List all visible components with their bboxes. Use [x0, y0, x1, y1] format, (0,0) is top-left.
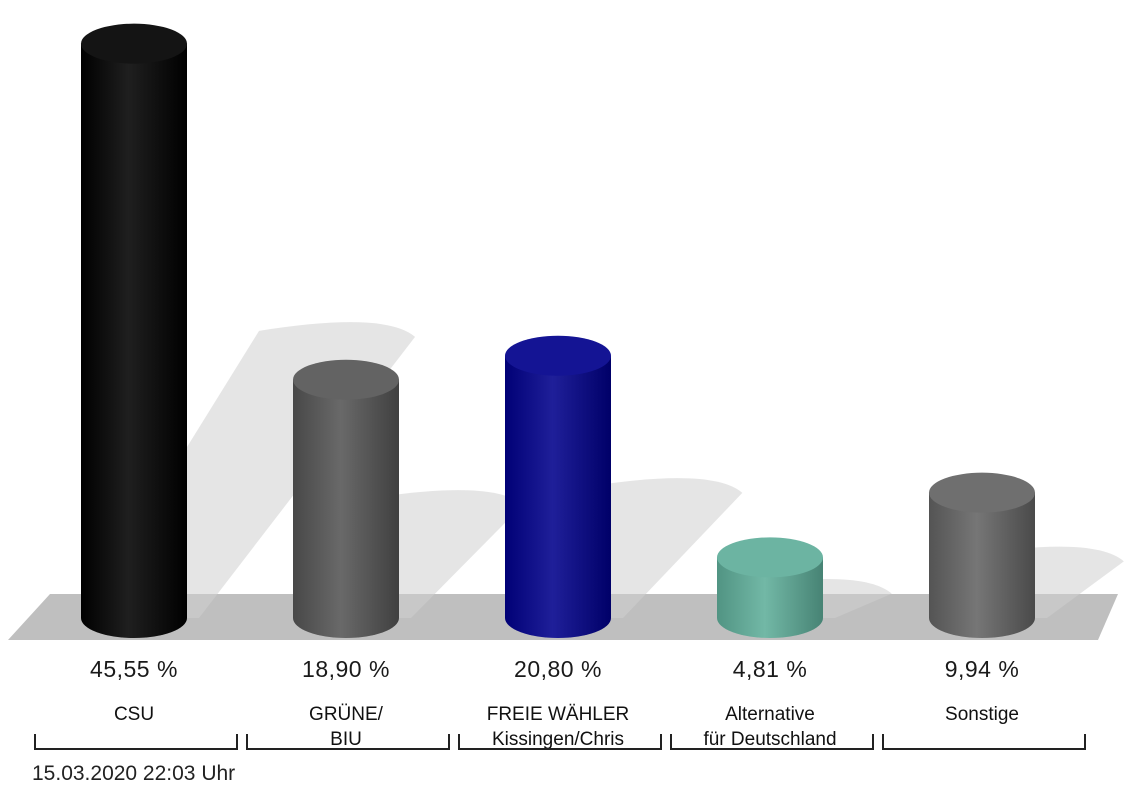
bar: [293, 379, 399, 638]
category-bracket: [670, 734, 874, 750]
value-label: 20,80 %: [514, 656, 602, 682]
timestamp: 15.03.2020 22:03 Uhr: [32, 762, 236, 785]
bar: [717, 557, 823, 638]
category-bracket: [882, 734, 1086, 750]
bar-cap: [293, 359, 399, 400]
category-label: FREIE WÄHLER Kissingen/Chris: [486, 704, 630, 750]
value-label: 45,55 %: [90, 656, 178, 682]
bar-cap: [717, 537, 823, 578]
bar: [505, 355, 611, 638]
category-label: Alternative für Deutschland: [703, 704, 837, 750]
category-label: GRÜNE/ BIU: [309, 704, 383, 750]
value-label: 4,81 %: [732, 656, 808, 682]
category-bracket: [246, 734, 450, 750]
category-bracket: [458, 734, 662, 750]
category-label: CSU: [113, 704, 155, 725]
bar-cap: [929, 472, 1035, 513]
category-label: Sonstige: [945, 704, 1019, 725]
bar-cap: [505, 335, 611, 376]
bar: [81, 43, 187, 639]
value-label: 18,90 %: [302, 656, 390, 682]
bar-cap: [81, 23, 187, 64]
value-label: 9,94 %: [944, 656, 1020, 682]
bar: [929, 492, 1035, 638]
category-bracket: [34, 734, 238, 750]
